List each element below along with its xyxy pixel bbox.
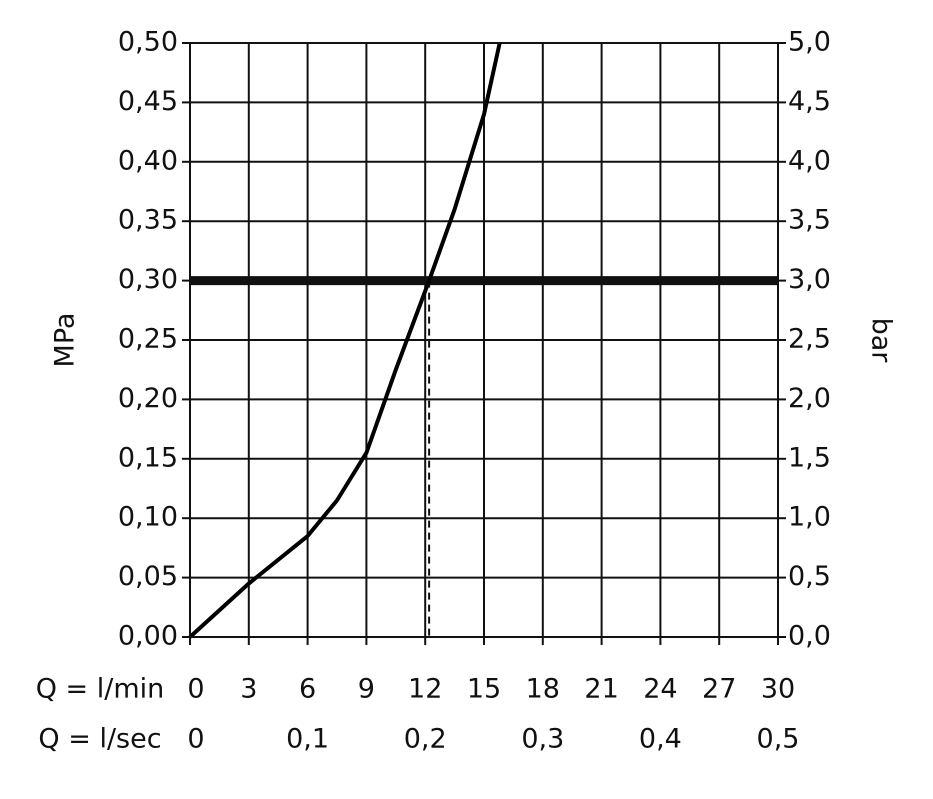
y2-tick-label: 4,5: [788, 86, 831, 117]
x2-tick-label: 0: [187, 724, 204, 755]
x-tick-label: 0: [187, 674, 204, 705]
y-tick-label: 0,10: [118, 502, 178, 533]
y2-tick-label: 0,5: [788, 561, 831, 592]
y2-tick-label: 5,0: [788, 27, 831, 58]
x2-tick-label: 0,2: [404, 724, 447, 755]
x2-axis-label: Q = l/sec: [38, 724, 161, 755]
y2-tick-label: 2,5: [788, 324, 831, 355]
y2-tick-label: 4,0: [788, 145, 831, 176]
y-tick-label: 0,25: [118, 324, 178, 355]
y-tick-label: 0,40: [118, 145, 178, 176]
x-tick-label: 27: [702, 674, 736, 705]
y-tick-label: 0,20: [118, 383, 178, 414]
x-tick-label: 12: [408, 674, 442, 705]
y2-tick-label: 3,0: [788, 264, 831, 295]
x-tick-label: 24: [643, 674, 677, 705]
x-tick-label: 9: [358, 674, 375, 705]
y2-tick-label: 3,5: [788, 205, 831, 236]
y2-tick-label: 1,0: [788, 502, 831, 533]
y-tick-label: 0,15: [118, 442, 178, 473]
x-tick-label: 6: [299, 674, 316, 705]
y2-tick-label: 2,0: [788, 383, 831, 414]
y-tick-label: 0,00: [118, 621, 178, 652]
x2-tick-label: 0,1: [286, 724, 329, 755]
x-tick-label: 15: [467, 674, 501, 705]
x2-tick-label: 0,3: [521, 724, 564, 755]
curve: [188, 42, 502, 639]
y-axis-label: MPa: [50, 313, 81, 368]
x2-tick-label: 0,5: [757, 724, 800, 755]
x-axis-label: Q = l/min: [36, 674, 165, 705]
y-tick-label: 0,45: [118, 86, 178, 117]
y-tick-label: 0,30: [118, 264, 178, 295]
y2-tick-label: 0,0: [788, 621, 831, 652]
y-tick-label: 0,35: [118, 205, 178, 236]
y2-axis-label: bar: [866, 318, 897, 364]
x-tick-label: 21: [584, 674, 618, 705]
plot-frame: [189, 42, 779, 638]
x-tick-label: 30: [761, 674, 795, 705]
x2-tick-label: 0,4: [639, 724, 682, 755]
y2-tick-label: 1,5: [788, 442, 831, 473]
x-tick-label: 18: [526, 674, 560, 705]
y-tick-label: 0,05: [118, 561, 178, 592]
y-tick-label: 0,50: [118, 27, 178, 58]
x-tick-label: 3: [240, 674, 257, 705]
